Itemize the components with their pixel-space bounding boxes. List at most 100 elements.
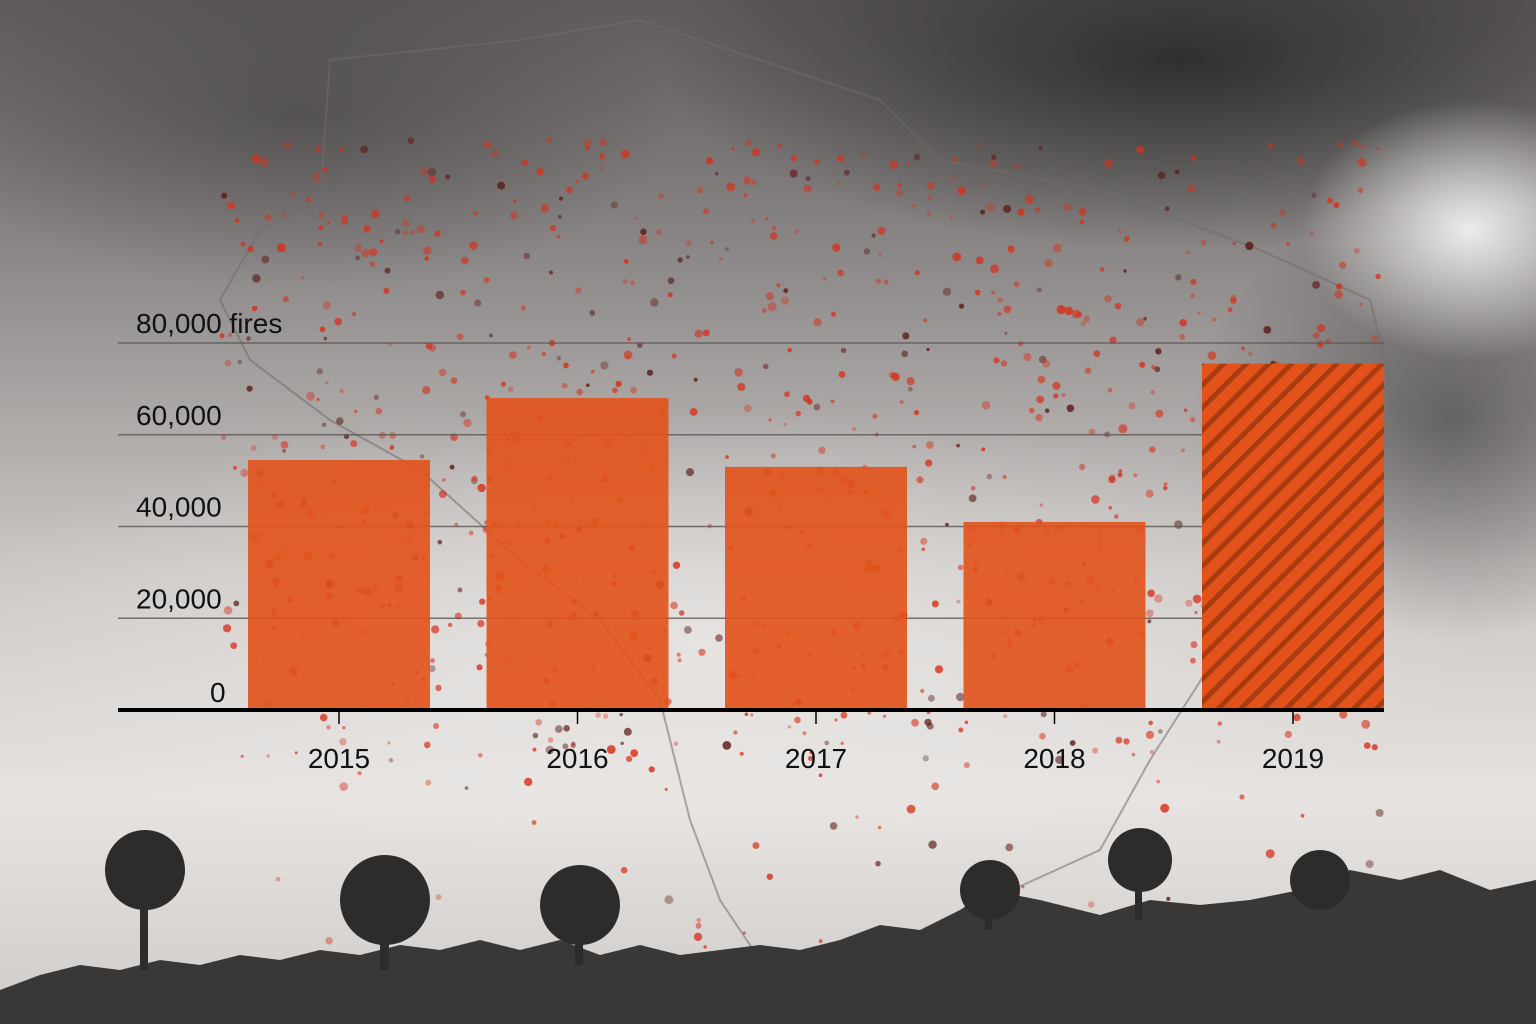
fire-dot [1014,164,1019,169]
fire-dot [1079,219,1085,224]
fire-dot [829,822,838,830]
fire-dot [339,782,349,791]
fire-dot [1197,311,1201,315]
fire-dot [354,243,363,252]
fire-dot [989,159,998,167]
fire-dot [556,234,561,239]
fire-dot [247,246,254,253]
fire-dot [1136,146,1144,154]
fire-dot [677,658,682,663]
fire-dot [744,712,749,716]
fire-dot [993,357,1000,364]
fire-dot [314,180,319,185]
fire-dot [837,155,844,162]
fire-dot [219,333,225,339]
fire-dot [428,175,436,183]
fire-dot [410,230,415,235]
fire-dot [725,455,729,459]
fire-dot [233,600,240,607]
fire-dot [913,154,921,161]
fire-dot [945,522,949,527]
fire-dot [461,256,469,265]
fire-dot [667,277,675,285]
fire-dot [422,386,431,395]
fire-dot [1064,306,1073,316]
fire-dot [252,274,261,283]
bar-2018 [963,521,1146,710]
fire-dot [1230,297,1237,304]
fire-dot [599,138,607,147]
fire-dot [565,186,573,194]
fire-dot [787,347,792,353]
fire-dot [584,145,590,151]
fire-dot [619,712,623,717]
fire-dot [1143,316,1147,321]
fire-dot [246,336,251,341]
fire-dot [250,445,257,451]
fire-dot [1230,294,1237,301]
fire-dot [832,243,841,252]
fire-dot [1357,158,1367,167]
fire-dot [724,247,729,251]
fire-dot [500,381,506,387]
fire-dot [734,368,743,377]
fire-dot [667,292,673,298]
fire-dot [535,719,542,726]
fire-dot [921,547,926,552]
fire-dot [473,211,478,216]
fire-dot [702,329,710,337]
fire-dot [912,203,916,208]
fire-dot [318,225,324,231]
fire-dot [1241,346,1245,351]
fire-dot [981,400,991,410]
fire-dot [357,771,362,776]
fire-dot [927,195,933,201]
fire-dot [1109,336,1117,344]
fire-dot [615,380,622,388]
fire-dot [1052,381,1061,390]
fire-dot [373,394,380,401]
fire-dot [1375,273,1381,280]
fire-dot [742,931,746,935]
fire-dot [424,741,431,749]
fire-dot [1181,448,1185,453]
fire-dot [693,377,698,382]
fire-dot [438,368,447,377]
fire-dot [762,308,767,313]
fire-dot [623,727,632,736]
fire-dot [246,385,253,392]
fire-dot [1036,395,1045,404]
fire-dot [620,149,630,159]
fire-dot [240,241,246,247]
fire-dot [768,418,772,422]
fire-dot [818,773,823,778]
fire-dot [435,684,442,692]
fire-dot [283,141,292,150]
fire-dot [696,917,702,923]
fire-dot [325,937,333,945]
fire-dot [419,454,425,459]
fire-dot [795,410,801,417]
fire-dot [805,176,811,182]
fire-dot [970,485,976,491]
fire-dot [388,758,394,763]
fire-dot [689,408,698,416]
fire-dot [449,464,455,470]
fire-dot [1190,657,1196,664]
fire-dot [715,634,723,642]
fire-dot [889,160,899,170]
fire-dot [623,350,633,360]
treeline-silhouette [0,870,1536,1024]
fire-dot [1312,281,1320,289]
fire-dot [790,155,798,162]
fire-dot [986,473,993,480]
fire-dot [855,815,859,819]
fire-dot [1055,755,1064,765]
x-axis: 2015 2016 2017 2018 2019 [118,708,1384,774]
fire-dot [767,302,777,312]
fire-dot [1124,236,1130,242]
fire-dot [949,215,954,220]
fire-dot [336,417,344,425]
fire-dot [926,722,934,730]
fire-dot [1133,473,1138,478]
